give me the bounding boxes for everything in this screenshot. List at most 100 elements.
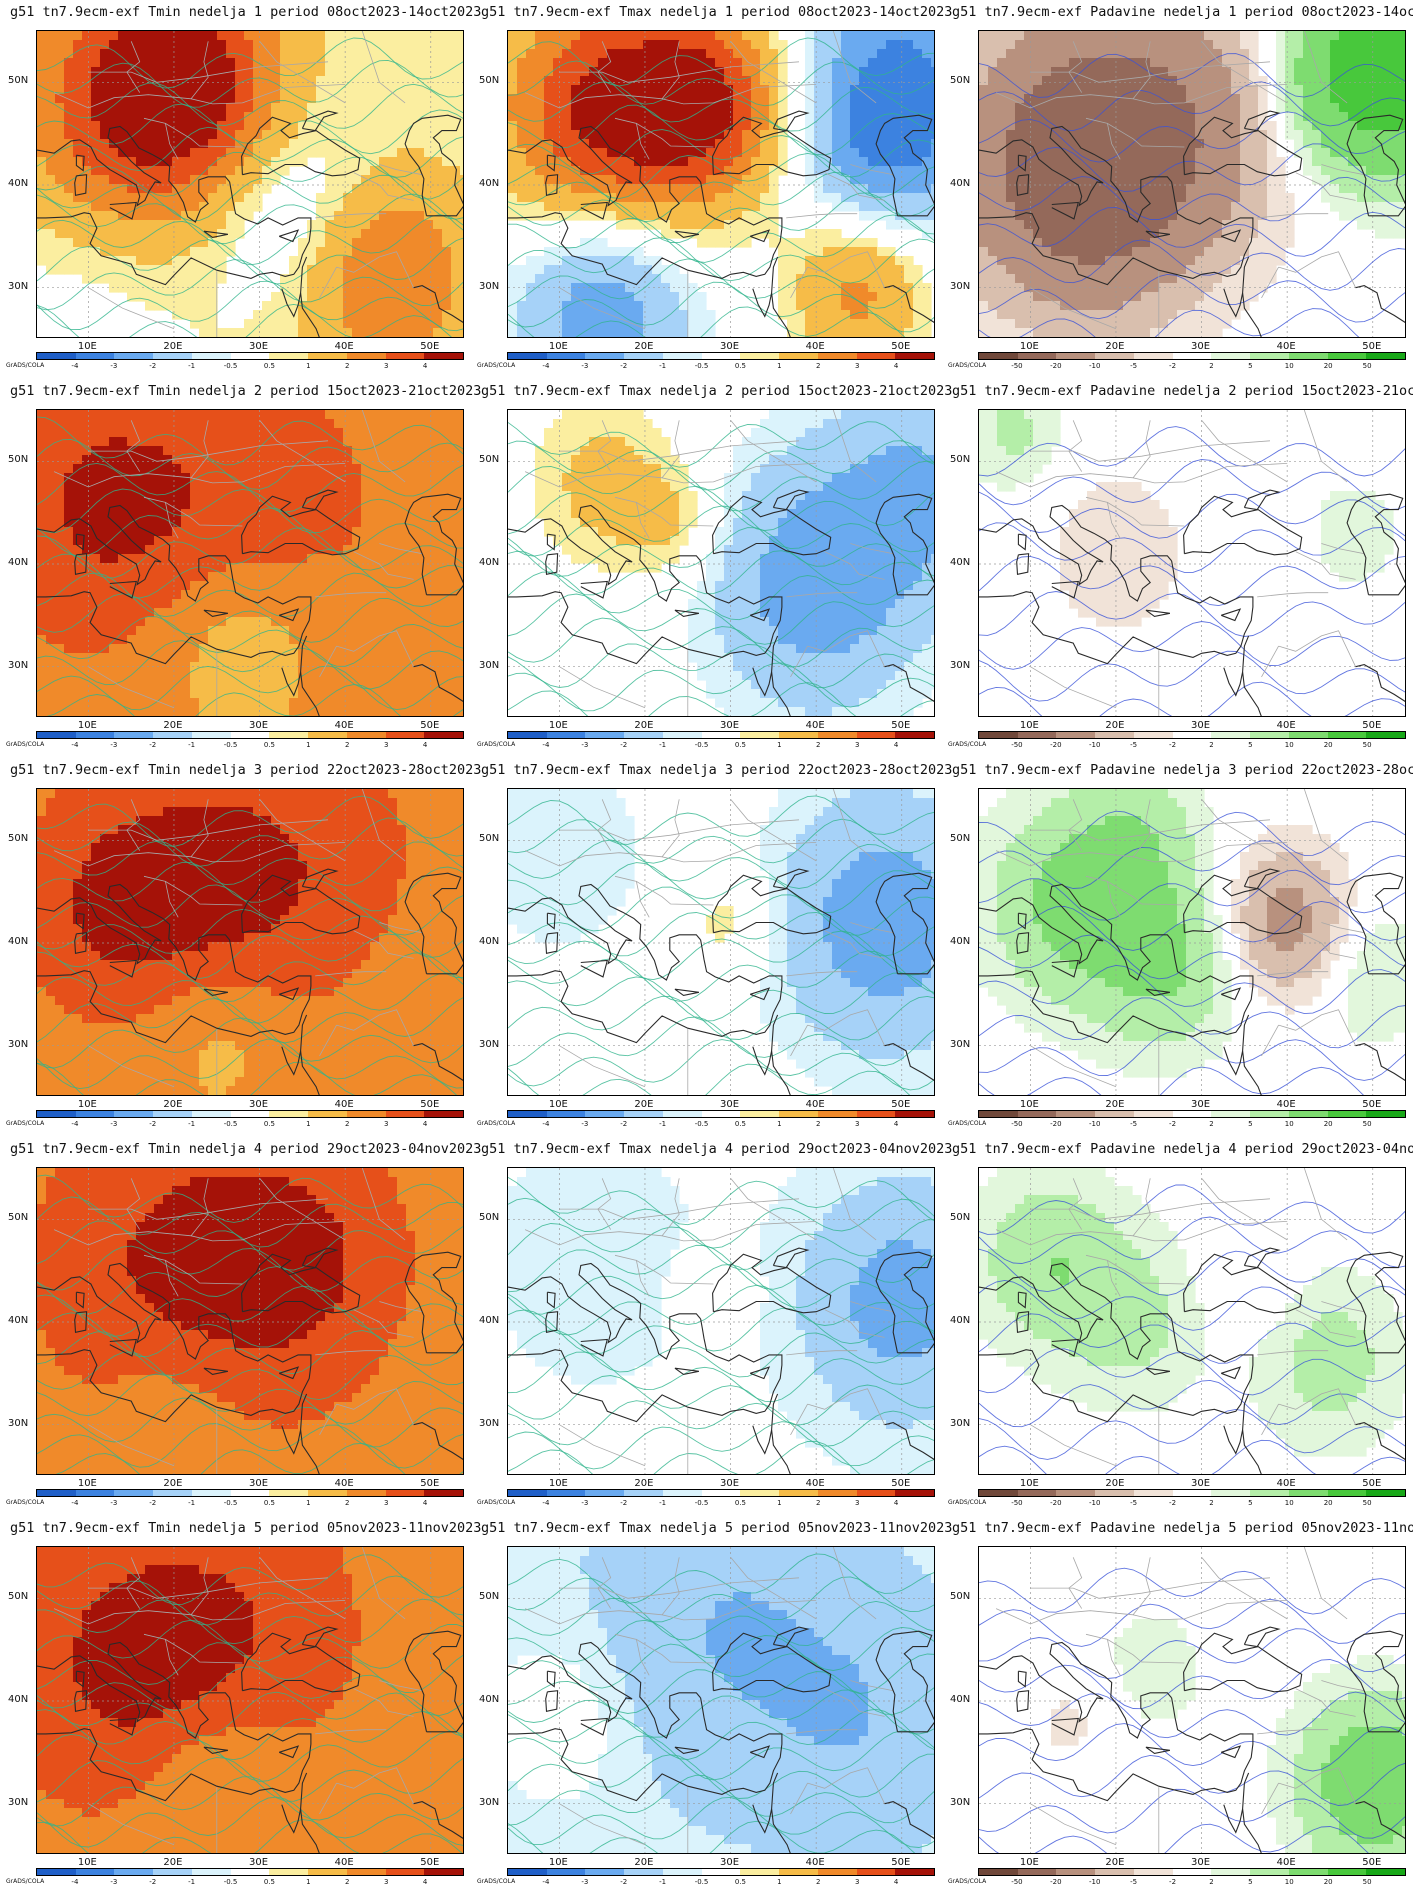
colorbar-swatch [308,732,347,738]
colorbar-swatch [546,1869,586,1875]
panel-title: g51 tn7.9ecm-exf Tmin nedelja 2 period 1… [10,383,482,399]
colorbar-swatch [1056,1869,1096,1875]
country-borders [524,410,894,716]
colorbar-tick-label: -20 [1050,1878,1062,1886]
lon-label: 30E [1191,1857,1211,1868]
colorbar-tick-label: -0.5 [223,741,238,749]
colorbar-tick-label: 2 [345,741,350,749]
lat-label: 40N [950,178,971,189]
colorbar-tick-label: -4 [542,1120,550,1128]
lon-label: 40E [1276,1478,1296,1489]
colorbar-swatch [585,353,625,359]
coastlines [979,110,1405,337]
colorbar [36,1110,464,1118]
colorbar-swatch [37,353,76,359]
colorbar-tick-label: -10 [1089,1878,1101,1886]
map-field-svg [508,1547,934,1853]
map-field-svg [979,410,1405,716]
grads-credit: GrADS/COLA [477,1120,516,1127]
colorbar-tick-label: -2 [1169,1499,1177,1507]
colorbar-swatch [424,353,464,359]
colorbar-swatch [624,1111,663,1117]
colorbar-tick-label: -5 [1130,362,1138,370]
colorbar-swatch [740,732,780,738]
colorbar-swatch [230,1869,270,1875]
colorbar-swatch [1288,1490,1328,1496]
grads-credit: GrADS/COLA [948,741,987,748]
colorbar-swatch [230,353,270,359]
map-field-svg [979,1168,1405,1474]
graticule [979,31,1405,337]
country-borders [995,1547,1365,1853]
colorbar-swatch [75,1869,115,1875]
colorbar [978,1110,1406,1118]
colorbar-swatch [230,1111,270,1117]
map-panel: g51 tn7.9ecm-exf Padavine nedelja 2 peri… [942,379,1413,758]
map-plot-area [978,409,1406,717]
graticule [979,410,1405,716]
colorbar-swatch [856,1490,896,1496]
colorbar-swatch [1095,1869,1134,1875]
colorbar-swatch [1172,1111,1212,1117]
colorbar-swatch [779,1869,818,1875]
lat-label: 30N [479,1796,500,1808]
colorbar-swatch [585,1490,625,1496]
lon-label: 30E [1191,1099,1211,1110]
map-field-svg [37,1168,463,1474]
colorbar-swatch [662,1869,702,1875]
colorbar-tick-label: 50 [1362,1878,1372,1886]
lon-label: 50E [1362,1099,1382,1110]
country-borders [524,1547,894,1853]
colorbar-swatch [508,732,547,738]
map-panel: g51 tn7.9ecm-exf Tmax nedelja 1 period 0… [471,0,952,379]
colorbar-tick-label: -0.5 [694,1499,709,1507]
colorbar-tick-label: -2 [620,741,628,749]
colorbar-tick-label: -0.5 [223,1499,238,1507]
lat-label: 50N [950,1591,971,1603]
country-borders [53,789,423,1095]
lon-label: 50E [1362,1857,1382,1868]
colorbar-tick-label: -0.5 [694,741,709,749]
lat-label: 50N [8,833,29,845]
shaded-field [979,31,1405,337]
lon-label: 20E [163,720,183,731]
colorbar-tick-label: -2 [149,1878,157,1886]
colorbar-tick-label: 1 [777,1499,782,1507]
lat-label: 40N [479,1694,500,1705]
lon-label: 20E [163,1099,183,1110]
lon-label: 30E [720,1857,740,1868]
colorbar-swatch [37,1111,76,1117]
colorbar-tick-label: -1 [659,1120,667,1128]
colorbar-tick-label: -50 [1011,1120,1023,1128]
colorbar-swatch [979,1490,1018,1496]
colorbar-swatch [817,1490,857,1496]
coastlines [37,489,463,716]
lon-label: 40E [334,1857,354,1868]
panel-title: g51 tn7.9ecm-exf Padavine nedelja 3 peri… [952,762,1413,778]
country-borders [53,1547,423,1853]
colorbar-tick-label: 2 [816,741,821,749]
grads-credit: GrADS/COLA [948,1120,987,1127]
map-plot-area [36,30,464,338]
colorbar-tick-label: 1 [777,741,782,749]
grads-credit: GrADS/COLA [477,1499,516,1506]
colorbar-tick-label: 2 [345,1120,350,1128]
lon-label: 40E [1276,341,1296,352]
colorbar-tick-label: 0.5 [263,362,276,370]
colorbar-tick-label: 1 [777,1120,782,1128]
lon-label: 10E [1019,1857,1039,1868]
colorbar-tick-label: -4 [71,741,79,749]
colorbar-tick-label: -1 [188,362,196,370]
colorbar-tick-label: -3 [581,362,589,370]
lon-label: 30E [249,1857,269,1868]
colorbar-tick-label: 3 [854,1878,860,1886]
colorbar-swatch [817,1869,857,1875]
colorbar-swatch [385,1111,425,1117]
colorbar-tick-label: 0.5 [734,1878,747,1886]
colorbar-swatch [308,353,347,359]
shaded-field [979,1168,1405,1457]
colorbar-tick-label: -1 [659,1878,667,1886]
lat-label: 40N [950,936,971,947]
colorbar-tick-label: -10 [1089,362,1101,370]
coastlines [979,489,1405,716]
